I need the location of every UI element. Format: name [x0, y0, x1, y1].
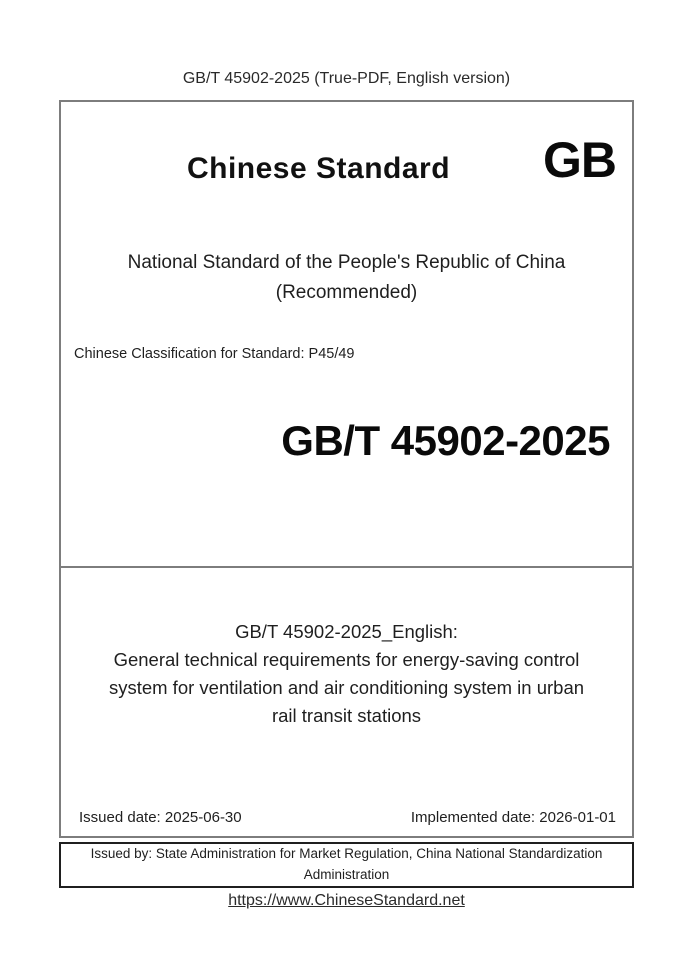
footer: https://www.ChineseStandard.net	[0, 892, 693, 910]
cover-box: Chinese Standard GB National Standard of…	[59, 100, 634, 838]
issued-by-text: Issued by: State Administration for Mark…	[90, 846, 603, 882]
document-header-title: GB/T 45902-2025 (True-PDF, English versi…	[182, 70, 511, 87]
brand-title: Chinese Standard	[186, 152, 451, 185]
issued-date: Issued date: 2025-06-30	[79, 809, 242, 826]
website-link[interactable]: https://www.ChineseStandard.net	[228, 892, 465, 909]
gb-logo: GB	[543, 132, 617, 188]
standard-code: GB/T 45902-2025	[281, 417, 610, 464]
issuer-box: Issued by: State Administration for Mark…	[59, 842, 634, 888]
english-title-line: rail transit stations	[271, 705, 422, 726]
national-standard-line: National Standard of the People's Republ…	[127, 252, 566, 273]
dates-row: Issued date: 2025-06-30 Implemented date…	[79, 809, 616, 826]
cover-top-section: Chinese Standard GB National Standard of…	[61, 102, 632, 568]
english-title-label: GB/T 45902-2025_English:	[235, 621, 458, 642]
english-title-line: system for ventilation and air condition…	[108, 677, 585, 698]
implemented-date: Implemented date: 2026-01-01	[410, 809, 616, 826]
cover-bottom-section: GB/T 45902-2025_English: General technic…	[61, 568, 632, 836]
english-title-line: General technical requirements for energ…	[113, 649, 580, 670]
recommended-line: (Recommended)	[275, 282, 418, 303]
classification-line: Chinese Classification for Standard: P45…	[74, 346, 355, 362]
english-title-block: GB/T 45902-2025_English: General technic…	[61, 618, 632, 730]
